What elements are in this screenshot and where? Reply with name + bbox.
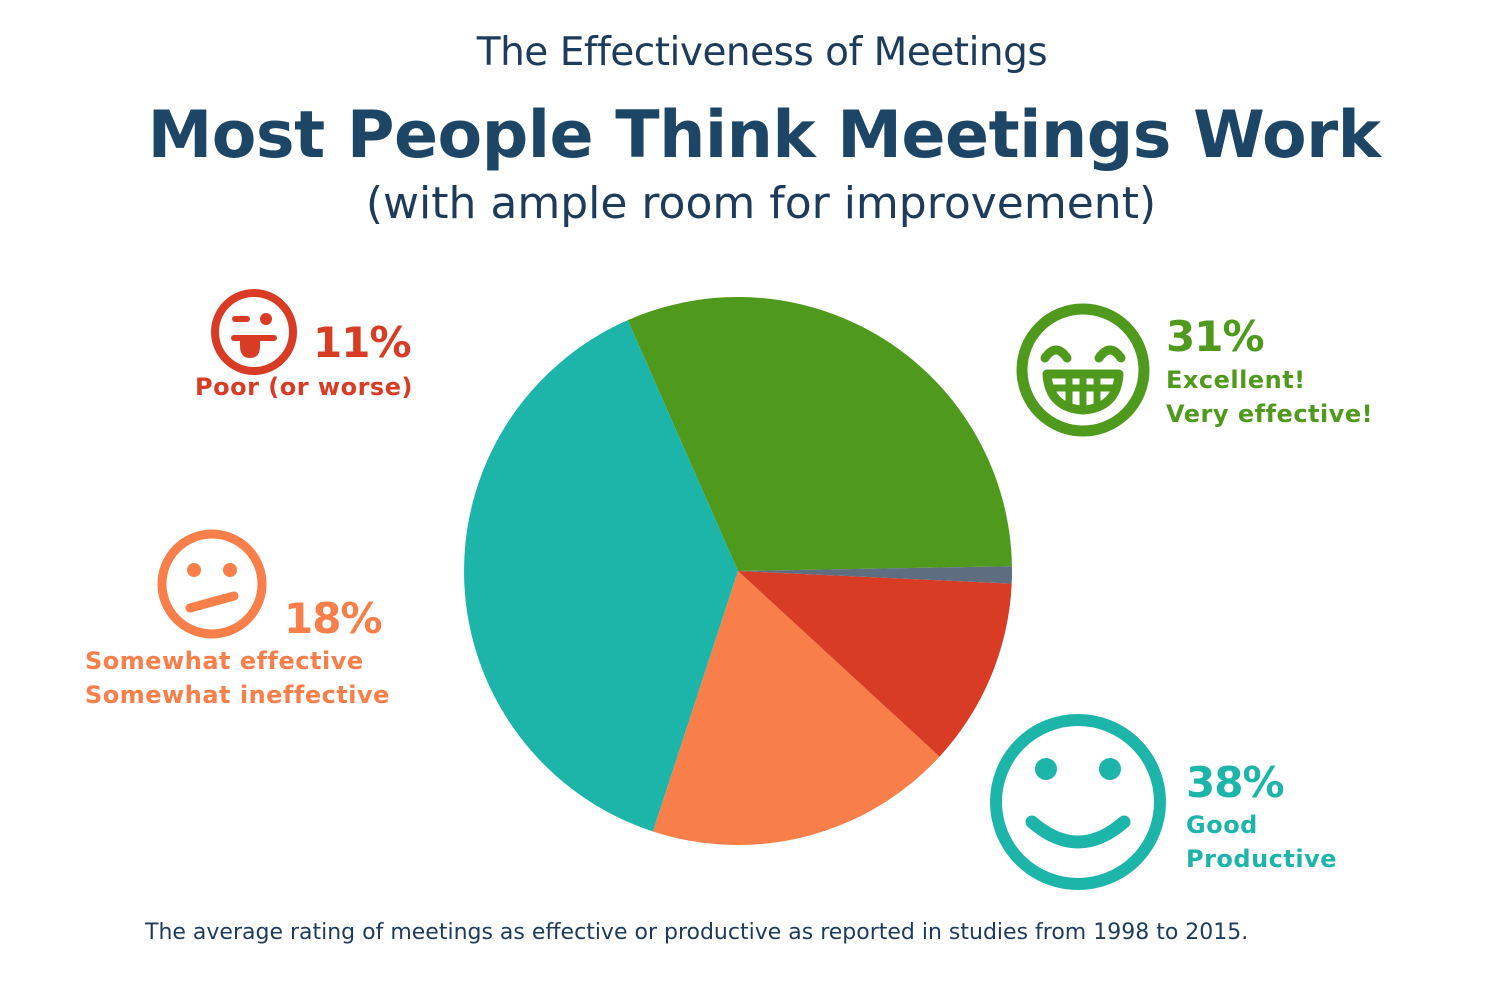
pie-slice-excellent (627, 296, 1012, 571)
chart-eyebrow-title: The Effectiveness of Meetings (476, 30, 1048, 75)
smiling-face-icon (990, 714, 1166, 890)
good-line-2: Productive (1186, 845, 1338, 873)
chart-subtitle: (with ample room for improvement) (365, 178, 1157, 229)
poor-description: Poor (or worse) (195, 370, 413, 404)
poor-line-1: Poor (or worse) (195, 373, 413, 401)
excellent-line-1: Excellent! (1166, 366, 1306, 394)
good-line-1: Good (1186, 811, 1258, 839)
pie-slice-other (738, 566, 1013, 584)
good-description: Good Productive (1186, 808, 1337, 876)
tongue-out-face-icon (211, 289, 297, 375)
chart-footnote: The average rating of meetings as effect… (145, 920, 1249, 945)
good-percent-label: 38% (1186, 758, 1285, 807)
somewhat-line-2: Somewhat ineffective (85, 681, 390, 709)
somewhat-description: Somewhat effective Somewhat ineffective (85, 644, 390, 712)
somewhat-line-1: Somewhat effective (85, 647, 364, 675)
somewhat-percent-label: 18% (284, 594, 383, 643)
excellent-percent-label: 31% (1166, 312, 1265, 361)
neutral-face-icon (157, 529, 267, 639)
excellent-description: Excellent! Very effective! (1166, 363, 1373, 431)
poor-percent-label: 11% (313, 318, 412, 367)
grinning-face-icon (1016, 303, 1150, 437)
excellent-line-2: Very effective! (1166, 400, 1374, 428)
pie-slice-good (464, 320, 738, 832)
chart-title: Most People Think Meetings Work (147, 98, 1381, 173)
pie-slice-somewhat (652, 571, 940, 845)
pie-slice-poor (738, 571, 1012, 757)
